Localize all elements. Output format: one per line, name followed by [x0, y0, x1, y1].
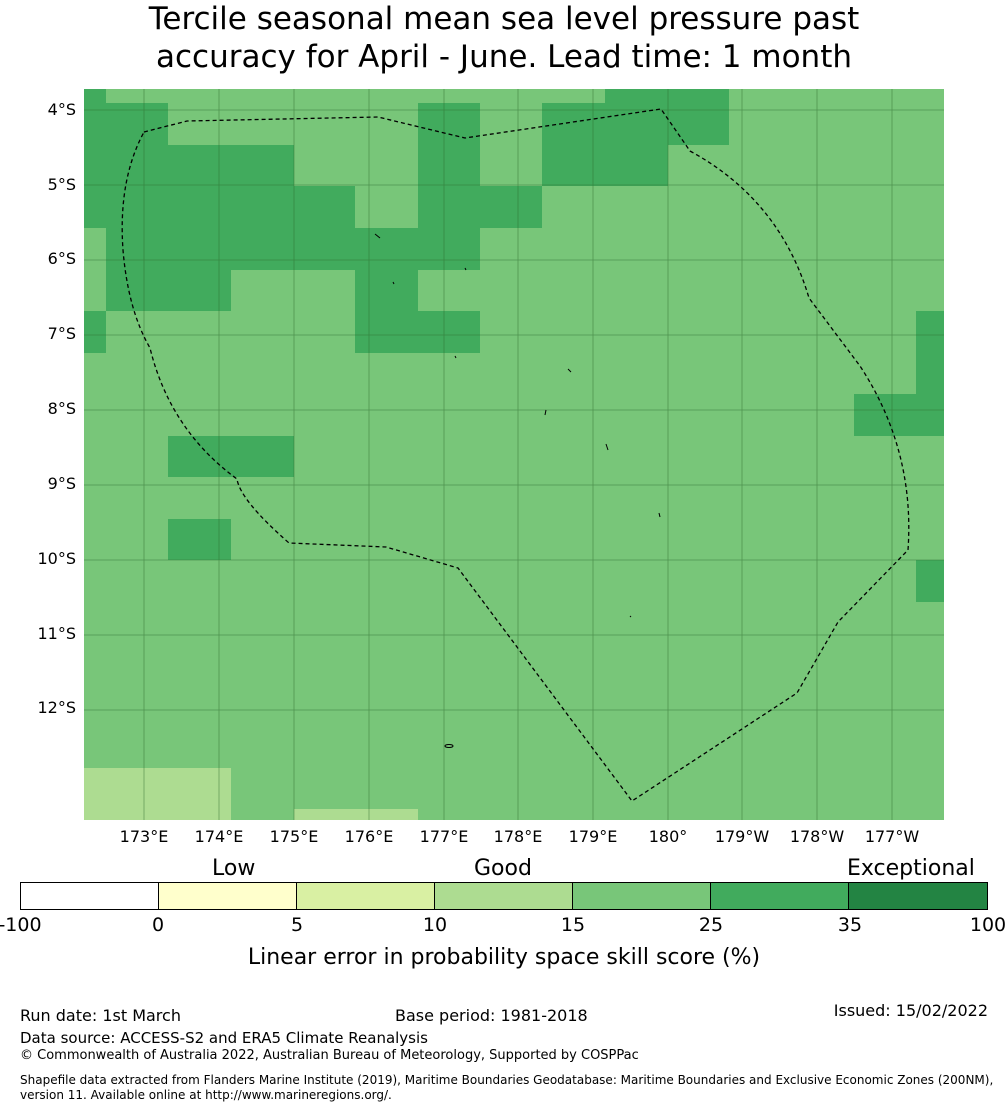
lat-label-10s: 10°S [37, 549, 76, 568]
colorbar-category-good: Good [474, 856, 532, 881]
lon-label-174e: 174°E [194, 827, 244, 846]
colorbar-tick: 35 [837, 914, 863, 936]
cell [355, 186, 418, 228]
cell [168, 519, 231, 560]
cell [542, 145, 668, 186]
lon-label-177e: 177°E [419, 827, 469, 846]
cell [854, 394, 944, 436]
cell [84, 145, 294, 186]
cell [84, 103, 168, 145]
islands [374, 233, 661, 748]
colorbar-tick: 15 [560, 914, 586, 936]
cell [168, 436, 294, 477]
lat-label-4s: 4°S [47, 100, 76, 119]
cell [542, 103, 729, 145]
lat-label-8s: 8°S [47, 399, 76, 418]
lat-label-9s: 9°S [47, 474, 76, 493]
cell [294, 809, 418, 820]
colorbar-tick: 5 [290, 914, 304, 936]
cell [418, 145, 480, 186]
lon-label-176e: 176°E [344, 827, 394, 846]
cells-10-15 [84, 768, 418, 820]
run-date: Run date: 1st March [20, 1006, 181, 1025]
cell [418, 186, 542, 228]
map-title-line1: Tercile seasonal mean sea level pressure… [148, 1, 860, 37]
cell [84, 311, 106, 353]
data-source: Data source: ACCESS-S2 and ERA5 Climate … [20, 1029, 428, 1047]
colorbar-segment [849, 883, 988, 909]
cell [605, 89, 729, 103]
shapefile-credit-line1: Shapefile data extracted from Flanders M… [20, 1073, 994, 1087]
cell [84, 89, 106, 103]
lon-label-178w: 178°W [789, 827, 845, 846]
base-period: Base period: 1981-2018 [395, 1006, 588, 1025]
colorbar-segment [297, 883, 436, 909]
colorbar-tick: 100 [969, 914, 1007, 936]
colorbar-label: Linear error in probability space skill … [247, 945, 761, 970]
colorbar-segment [21, 883, 159, 909]
colorbar-segment [158, 883, 298, 909]
colorbar-tick: 0 [151, 914, 165, 936]
cell [84, 768, 231, 820]
lat-label-11s: 11°S [37, 624, 76, 643]
colorbar-tick: -100 [0, 914, 42, 936]
colorbar-category-exceptional: Exceptional [847, 856, 975, 881]
lat-label-5s: 5°S [47, 175, 76, 194]
colorbar-tick: 10 [422, 914, 448, 936]
lat-label-12s: 12°S [37, 698, 76, 717]
colorbar [20, 882, 988, 910]
lon-label-179e: 179°E [568, 827, 618, 846]
issued-date: Issued: 15/02/2022 [833, 1001, 988, 1020]
cell [355, 311, 480, 353]
cell [916, 560, 944, 602]
lon-label-173e: 173°E [119, 827, 169, 846]
cell [106, 228, 480, 270]
colorbar-category-low: Low [212, 856, 256, 881]
lon-label-177w: 177°W [864, 827, 920, 846]
graticule [84, 89, 944, 820]
cell [418, 103, 480, 145]
cell [106, 270, 231, 311]
cell [916, 311, 944, 394]
cell [84, 186, 355, 228]
map-title-line2: accuracy for April - June. Lead time: 1 … [155, 39, 853, 75]
lon-label-175e: 175°E [269, 827, 319, 846]
lat-label-7s: 7°S [47, 324, 76, 343]
skill-score-map [84, 89, 944, 820]
shapefile-credit-line2: version 11. Available online at http://w… [20, 1088, 392, 1102]
copyright: © Commonwealth of Australia 2022, Austra… [20, 1048, 639, 1063]
colorbar-segment [572, 883, 711, 909]
colorbar-segment [435, 883, 573, 909]
lon-label-178e: 178°E [493, 827, 543, 846]
cells-15-25 [355, 186, 418, 228]
colorbar-segment [710, 883, 850, 909]
colorbar-tick: 25 [698, 914, 724, 936]
lon-label-180: 180° [648, 827, 688, 846]
lon-label-179w: 179°W [714, 827, 770, 846]
lat-label-6s: 6°S [47, 249, 76, 268]
cell [355, 270, 418, 311]
